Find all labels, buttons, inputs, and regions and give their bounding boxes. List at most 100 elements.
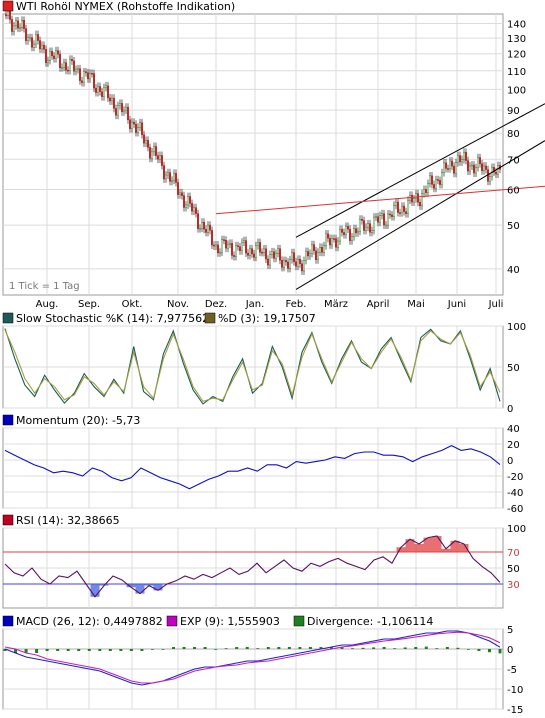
divergence-bar: [477, 649, 481, 651]
candle-body: [88, 72, 91, 80]
candle-body: [435, 179, 438, 189]
candle-body: [367, 223, 370, 228]
divergence-bar: [24, 649, 28, 653]
candle-body: [419, 202, 422, 207]
divergence-bar: [277, 647, 281, 649]
divergence-bar: [445, 647, 449, 649]
candle-body: [343, 232, 346, 235]
price-x-label: Okt.: [122, 299, 143, 310]
candle-body: [351, 236, 354, 241]
divergence-bar: [245, 647, 249, 649]
rsi-lines: [4, 535, 501, 598]
candle-body: [345, 226, 348, 235]
candle-body: [220, 239, 223, 253]
price-y-tick: 60: [507, 185, 520, 196]
price-y-tick: 100: [507, 85, 526, 96]
candle-body: [230, 243, 233, 256]
p2-y-tick: 50: [507, 363, 520, 374]
divergence-bar: [487, 649, 491, 653]
candle-body: [497, 165, 500, 175]
candle-body: [234, 245, 237, 257]
candle-body: [381, 213, 384, 216]
divergence-bar: [150, 649, 154, 650]
candle-body: [337, 240, 340, 248]
candle-body: [84, 71, 87, 73]
candle-body: [269, 254, 272, 266]
candle-body: [228, 243, 231, 245]
candle-body: [66, 69, 69, 72]
candle-body: [57, 50, 60, 55]
candle-body: [210, 230, 213, 246]
candle-body: [481, 163, 484, 172]
rsi-oversold-fill: [153, 584, 163, 591]
exp-legend-swatch: [166, 615, 178, 627]
candle-body: [152, 146, 155, 153]
candle-body: [53, 55, 56, 59]
candle-body: [301, 263, 304, 272]
divergence-bar: [340, 647, 344, 649]
candle-body: [198, 228, 201, 230]
candle-body: [267, 258, 270, 266]
divergence-legend-label: Divergence: -1,106114: [307, 615, 433, 628]
price-y-tick: 110: [507, 67, 526, 78]
rsi-overbought-fill: [450, 540, 460, 552]
candle-body: [82, 71, 85, 83]
macd-lines: [4, 630, 501, 686]
p4-y-tick: 100: [507, 524, 526, 535]
candle-body: [281, 259, 284, 268]
rsi-y-ticks: 30 50 70 100: [507, 524, 526, 591]
price-y-tick: 80: [507, 129, 520, 140]
candle-body: [361, 218, 364, 221]
candle-body: [128, 119, 131, 129]
momentum-grid: [3, 427, 503, 509]
candle-body: [279, 248, 282, 261]
candle-body: [170, 179, 173, 182]
candle-body: [371, 230, 374, 233]
candle-body: [383, 213, 386, 226]
candle-body: [72, 60, 75, 72]
price-y-tick: 50: [507, 221, 520, 232]
candle-body: [106, 85, 109, 99]
candle-body: [206, 224, 209, 233]
candle-body: [289, 259, 292, 269]
rsi-overbought-fill: [396, 547, 406, 552]
candle-body: [59, 54, 62, 69]
divergence-bar: [45, 649, 49, 651]
candle-body: [172, 173, 175, 181]
momentum-panel-frame: [2, 427, 504, 509]
p3-y-tick: -60: [507, 504, 523, 515]
candle-body: [323, 245, 326, 253]
p2-series-%d: [4, 329, 501, 403]
channel-lower-line: [295, 140, 545, 290]
candle-body: [447, 168, 450, 170]
candle-body: [427, 183, 430, 193]
rsi-overbought-fill: [405, 539, 415, 552]
stochastic-grid: [3, 325, 503, 409]
candle-body: [150, 151, 153, 159]
candle-body: [108, 97, 111, 102]
candle-body: [479, 157, 482, 164]
candle-body: [21, 20, 24, 28]
candle-body: [222, 239, 225, 241]
candle-body: [182, 195, 185, 208]
candle-body: [92, 73, 95, 89]
p5-series-exp: [4, 631, 501, 684]
candle-body: [39, 40, 42, 50]
candle-body: [329, 238, 332, 246]
macd-legend-swatch: [2, 615, 14, 627]
p3-y-tick: 20: [507, 440, 520, 451]
candle-body: [35, 34, 38, 45]
candle-body: [437, 179, 440, 181]
candle-body: [78, 68, 81, 81]
candle-body: [248, 248, 251, 256]
candle-body: [100, 91, 103, 97]
candle-body: [365, 226, 368, 231]
candle-body: [252, 253, 255, 258]
p2-y-tick: 100: [507, 322, 526, 333]
price-y-tick: 120: [507, 50, 526, 61]
momentum-legend-swatch: [2, 414, 14, 426]
candle-body: [94, 87, 97, 93]
divergence-bar: [140, 649, 144, 651]
candle-body: [194, 207, 197, 214]
price-panel: 40 50 60 70 80 90 100 110 120 130 140 Aug. Sep. Okt.…: [2, 0, 545, 310]
